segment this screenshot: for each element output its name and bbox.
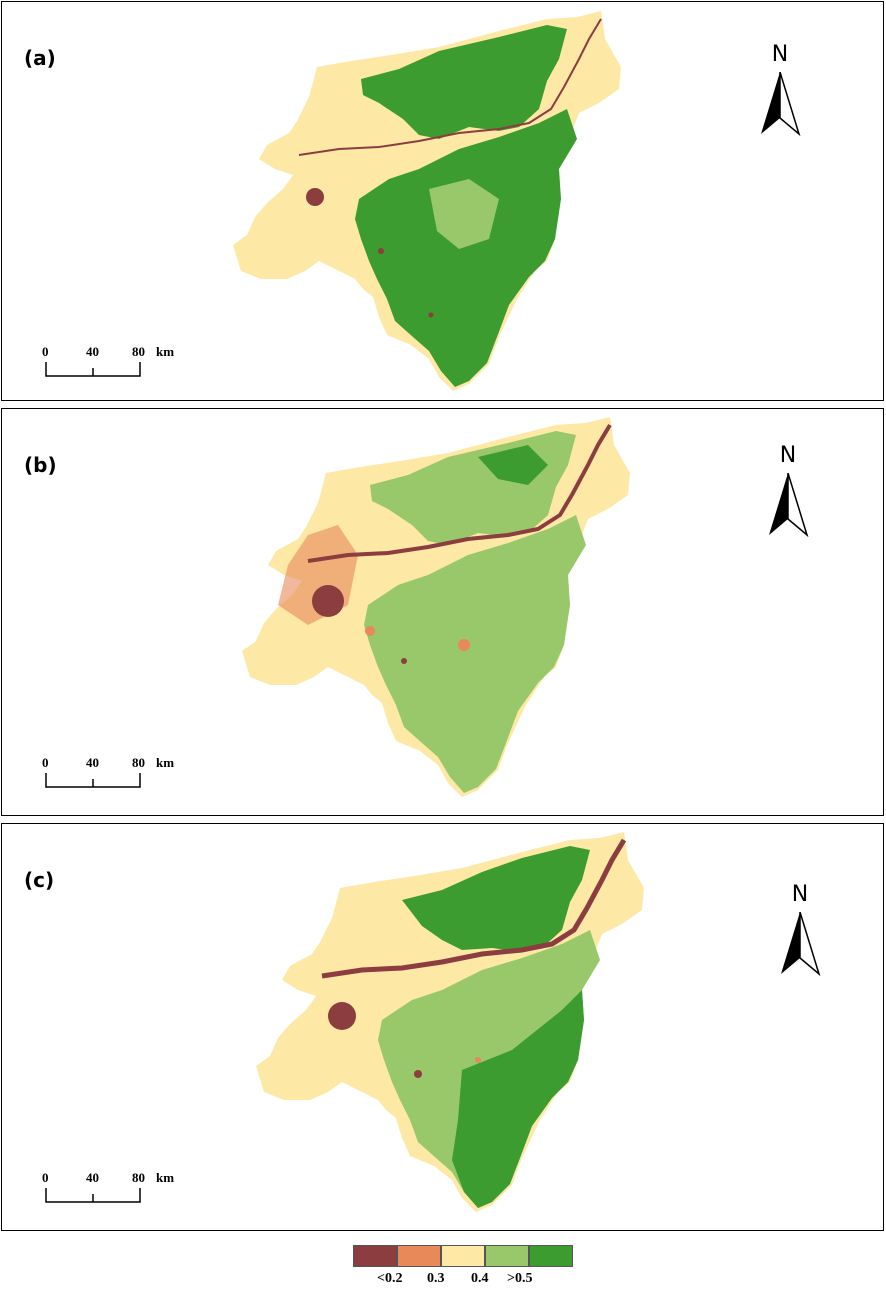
scale-bar: 0 40 80 km [42, 344, 192, 384]
scale-tick-label: 40 [86, 755, 99, 770]
legend-label: 0.3 [427, 1271, 445, 1286]
forest-patch [478, 445, 548, 485]
north-arrow-icon [761, 72, 801, 136]
legend-swatch [529, 1245, 573, 1267]
legend-swatch [353, 1245, 397, 1267]
north-label: N [779, 443, 797, 468]
north-label: N [791, 882, 809, 907]
map-panel-c: (c) N 0 40 80 km [1, 823, 884, 1231]
scale-unit: km [156, 344, 175, 359]
river [321, 838, 627, 979]
north-arrow: N [750, 42, 810, 142]
scale-tick-label: 80 [132, 344, 145, 359]
scale-tick-label: 80 [132, 1170, 145, 1185]
panel-label: (c) [24, 868, 55, 892]
forest-north [361, 25, 567, 139]
region-shape [256, 832, 644, 1212]
scale-bar: 0 40 80 km [42, 1170, 192, 1210]
north-arrow-icon [769, 473, 809, 537]
legend-label: 0.4 [471, 1271, 489, 1286]
map-panel-a: (a) N 0 40 80 km [1, 1, 884, 401]
scale-tick-label: 80 [132, 755, 145, 770]
legend: <0.2 0.3 0.4 >0.5 [353, 1245, 575, 1290]
city [328, 1002, 356, 1030]
scale-tick-label: 40 [86, 1170, 99, 1185]
city [312, 585, 344, 617]
scale-bar: 0 40 80 km [42, 755, 192, 795]
city [306, 188, 324, 206]
forest-patch [429, 179, 499, 249]
region-map [233, 11, 621, 391]
region-map [256, 832, 644, 1212]
scale-bar-line [45, 1188, 141, 1203]
region-shape [233, 11, 621, 391]
scale-bar-line [45, 362, 141, 377]
forest-south [452, 990, 584, 1208]
scale-bar-line [45, 773, 141, 788]
vegetation-south [364, 515, 586, 793]
scale-tick-label: 0 [42, 755, 49, 770]
forest-north [402, 846, 590, 952]
town [458, 639, 470, 651]
forest-south [355, 109, 577, 387]
panel-label: (b) [24, 453, 57, 477]
legend-label: >0.5 [507, 1271, 533, 1286]
town [414, 1070, 422, 1078]
town [378, 248, 384, 254]
map-panel-b: (b) N 0 40 80 km [1, 408, 884, 816]
region-map [242, 417, 630, 797]
town [428, 312, 434, 318]
north-arrow-icon [781, 912, 821, 976]
scale-unit: km [156, 755, 175, 770]
panel-label: (a) [24, 46, 56, 70]
town [401, 658, 407, 664]
scale-tick-label: 0 [42, 344, 49, 359]
legend-label: <0.2 [377, 1271, 403, 1286]
scale-tick-label: 40 [86, 344, 99, 359]
north-label: N [771, 42, 789, 67]
legend-swatch [397, 1245, 441, 1267]
scale-tick-label: 0 [42, 1170, 49, 1185]
river [307, 423, 612, 563]
town [365, 626, 375, 636]
north-arrow: N [770, 882, 830, 982]
legend-swatch [485, 1245, 529, 1267]
legend-swatch [441, 1245, 485, 1267]
river [298, 18, 602, 156]
scale-unit: km [156, 1170, 175, 1185]
town [475, 1057, 481, 1063]
region-shape [242, 417, 630, 797]
north-arrow: N [758, 443, 818, 543]
